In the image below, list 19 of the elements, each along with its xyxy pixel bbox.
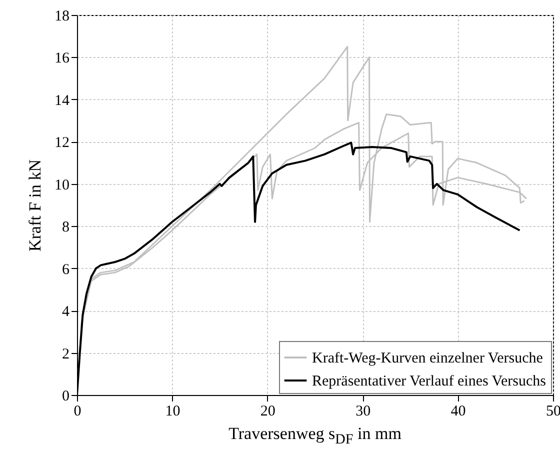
y-tick-label: 16 <box>54 50 70 67</box>
y-tick-label: 12 <box>54 135 70 152</box>
y-tick-label: 10 <box>54 177 70 194</box>
y-tick-label: 8 <box>62 220 70 236</box>
y-tick-label: 6 <box>62 262 70 278</box>
x-tick-label: 0 <box>74 404 82 420</box>
y-axis-title: Kraft F in kN <box>26 159 44 252</box>
legend-label: Kraft-Weg-Kurven einzelner Versuche <box>312 350 544 366</box>
y-tick-label: 18 <box>54 8 70 24</box>
x-tick-label: 30 <box>356 404 371 420</box>
y-tick-label: 2 <box>62 346 70 362</box>
legend-label: Repräsentativer Verlauf eines Versuchs <box>312 374 546 390</box>
y-tick-label: 14 <box>54 92 70 109</box>
x-tick-label: 20 <box>260 404 276 420</box>
y-tick-label: 0 <box>62 388 70 404</box>
x-axis-title: Traversenweg s$_{DF}$ in mm <box>228 424 402 448</box>
x-tick-label: 40 <box>450 404 466 420</box>
x-tick-label: 10 <box>165 404 180 420</box>
y-tick-label: 4 <box>62 304 70 320</box>
